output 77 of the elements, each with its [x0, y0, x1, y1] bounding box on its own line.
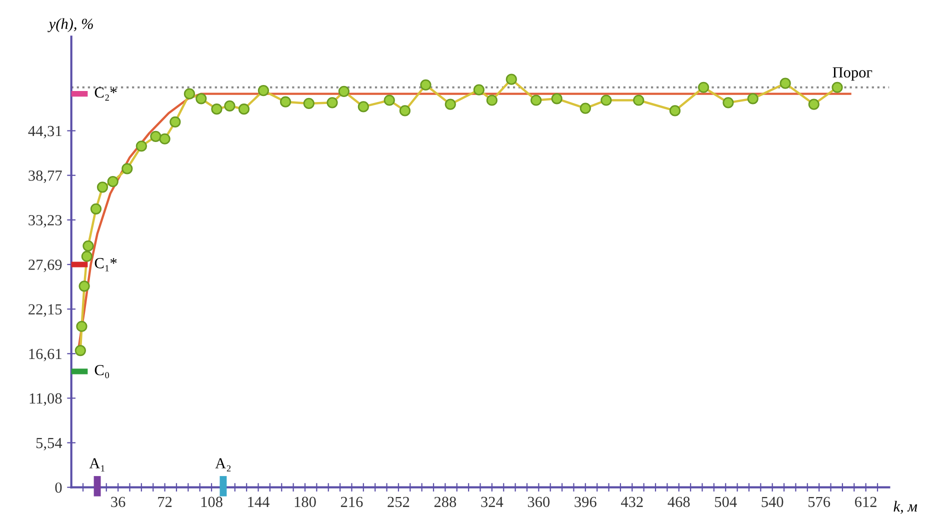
point: [303, 98, 314, 110]
point: [580, 102, 591, 114]
y-tick-label: 44,31: [28, 126, 62, 138]
point: [444, 98, 456, 110]
y-tick-label: 27,69: [28, 260, 62, 272]
point: [96, 182, 108, 193]
y-axis-title: y(h), %: [48, 18, 93, 32]
y-tick-label: 33,23: [28, 215, 62, 228]
x-tick-label: 180: [294, 496, 316, 508]
point: [150, 130, 162, 142]
point: [78, 280, 90, 292]
y-tick-label: 0: [55, 482, 62, 493]
x-tick-label: 612: [855, 496, 876, 508]
ref-line-label: A₂: [215, 458, 231, 472]
x-axis-title: k, м: [894, 500, 918, 514]
x-tick-label: 504: [715, 496, 737, 508]
point: [280, 96, 292, 108]
point: [399, 105, 411, 116]
point: [722, 97, 734, 108]
ref-line-label: Порог: [832, 67, 872, 81]
x-tick-label: 216: [340, 496, 363, 508]
point: [747, 93, 758, 104]
point: [211, 104, 222, 115]
point: [384, 94, 395, 106]
point: [780, 78, 791, 89]
point: [808, 98, 820, 110]
point: [159, 133, 170, 144]
x-tick-label: 72: [158, 496, 172, 507]
point: [224, 100, 236, 112]
x-tick-label: 576: [808, 496, 830, 508]
point: [358, 101, 369, 112]
x-tick-label: 144: [248, 496, 270, 507]
x-tick-label: 252: [388, 496, 410, 508]
ref-line-label: C₂*: [94, 87, 117, 101]
ref-line-label: C₀: [94, 365, 110, 378]
point: [76, 320, 88, 332]
y-tick-label: 22,15: [28, 304, 62, 317]
point: [81, 250, 92, 262]
point: [90, 203, 102, 214]
point: [633, 94, 644, 106]
x-tick-label: 36: [111, 496, 126, 508]
x-tick-label: 324: [481, 496, 504, 508]
ref-line-label: A₁: [89, 458, 104, 472]
point: [420, 79, 432, 91]
ref-line-label: C₁*: [94, 258, 117, 272]
x-tick-label: 540: [762, 496, 784, 508]
point: [136, 140, 147, 152]
point: [600, 94, 612, 106]
point: [74, 344, 86, 356]
point: [698, 82, 710, 93]
y-tick-label: 5,54: [36, 438, 62, 450]
point: [473, 84, 485, 96]
y-tick-label: 16,61: [29, 348, 62, 362]
point: [669, 105, 681, 116]
point: [184, 88, 196, 100]
point: [832, 82, 843, 93]
point: [238, 104, 250, 115]
x-tick-label: 108: [201, 496, 222, 508]
x-tick-label: 468: [668, 496, 690, 508]
x-tick-label: 288: [434, 496, 456, 508]
point: [326, 97, 338, 108]
x-tick-label: 396: [574, 496, 596, 508]
point: [530, 94, 542, 106]
x-tick-label: 432: [620, 496, 643, 508]
point: [170, 116, 181, 128]
x-tick-label: 360: [528, 496, 550, 508]
y-tick-label: 38,77: [28, 170, 62, 183]
point: [196, 93, 207, 104]
point: [486, 94, 498, 106]
point: [82, 240, 94, 252]
point: [107, 176, 118, 188]
point: [338, 86, 350, 97]
point: [122, 163, 133, 174]
point: [506, 74, 517, 85]
y-tick-label: 11,08: [30, 393, 62, 406]
point: [551, 93, 562, 104]
point: [258, 85, 270, 96]
